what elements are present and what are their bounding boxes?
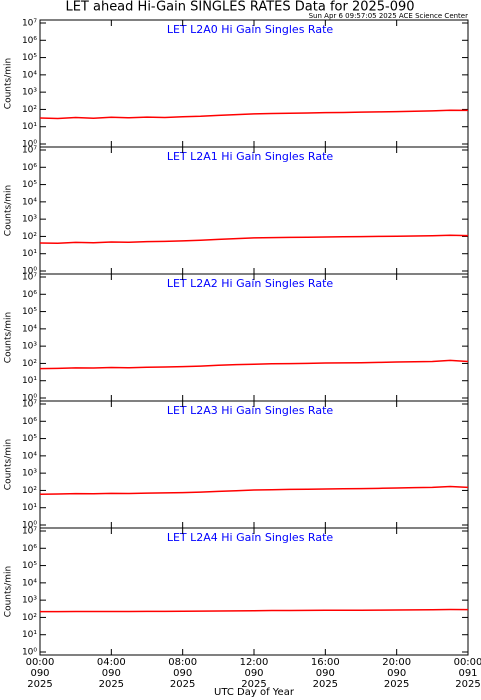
plot-frame bbox=[39, 527, 469, 656]
y-tick-label: 10³ bbox=[22, 469, 37, 479]
x-tick-label: 08:00 090 2025 bbox=[168, 657, 198, 690]
x-tick-label: 12:00 090 2025 bbox=[239, 657, 269, 690]
y-axis-label: Counts/min bbox=[4, 439, 14, 490]
y-tick-label: 10¹ bbox=[22, 630, 37, 640]
y-tick-label: 10⁵ bbox=[22, 434, 37, 444]
x-tick-label: 00:00 090 2025 bbox=[25, 657, 55, 690]
subtitle: Sun Apr 6 09:57:05 2025 ACE Science Cent… bbox=[309, 12, 469, 20]
y-tick-label: 10² bbox=[22, 359, 37, 369]
plot-frame bbox=[39, 273, 469, 402]
y-tick-label: 10⁵ bbox=[22, 307, 37, 317]
y-tick-label: 10⁷ bbox=[22, 527, 37, 537]
y-tick-label: 10⁴ bbox=[22, 451, 37, 461]
y-tick-label: 10² bbox=[22, 232, 37, 242]
y-tick-label: 10⁷ bbox=[22, 19, 37, 29]
y-tick-label: 10⁶ bbox=[22, 290, 37, 300]
y-tick-label: 10⁰ bbox=[22, 394, 37, 404]
plot-frame bbox=[39, 19, 469, 148]
y-tick-label: 10³ bbox=[22, 88, 37, 98]
y-tick-label: 10⁶ bbox=[22, 417, 37, 427]
y-tick-label: 10⁵ bbox=[22, 180, 37, 190]
y-tick-label: 10⁴ bbox=[22, 70, 37, 80]
y-tick-label: 10⁷ bbox=[22, 146, 37, 156]
y-tick-label: 10¹ bbox=[22, 376, 37, 386]
y-tick-label: 10¹ bbox=[22, 122, 37, 132]
y-axis-label: Counts/min bbox=[4, 312, 14, 363]
y-axis-label: Counts/min bbox=[4, 58, 14, 109]
y-tick-label: 10² bbox=[22, 105, 37, 115]
y-tick-label: 10⁰ bbox=[22, 140, 37, 150]
y-tick-label: 10³ bbox=[22, 215, 37, 225]
y-tick-label: 10⁶ bbox=[22, 36, 37, 46]
y-tick-label: 10⁵ bbox=[22, 53, 37, 63]
data-line bbox=[39, 608, 469, 613]
data-line bbox=[39, 234, 469, 245]
y-tick-label: 10¹ bbox=[22, 503, 37, 513]
data-line bbox=[39, 359, 469, 370]
x-axis-label: UTC Day of Year bbox=[214, 687, 295, 698]
y-tick-label: 10² bbox=[22, 486, 37, 496]
y-tick-label: 10² bbox=[22, 613, 37, 623]
y-tick-label: 10⁴ bbox=[22, 324, 37, 334]
panel-title: LET L2A0 Hi Gain Singles Rate bbox=[167, 23, 334, 36]
panel-title: LET L2A1 Hi Gain Singles Rate bbox=[167, 150, 334, 163]
y-tick-label: 10⁷ bbox=[22, 400, 37, 410]
panel-title: LET L2A2 Hi Gain Singles Rate bbox=[167, 277, 334, 290]
y-axis-label: Counts/min bbox=[4, 566, 14, 617]
y-tick-label: 10⁴ bbox=[22, 578, 37, 588]
plot-frame bbox=[39, 146, 469, 275]
y-tick-label: 10⁰ bbox=[22, 648, 37, 658]
x-tick-label: 20:00 090 2025 bbox=[382, 657, 412, 690]
y-tick-label: 10⁷ bbox=[22, 273, 37, 283]
data-line bbox=[39, 109, 469, 120]
y-tick-label: 10⁵ bbox=[22, 561, 37, 571]
y-tick-label: 10⁰ bbox=[22, 521, 37, 531]
y-tick-label: 10¹ bbox=[22, 249, 37, 259]
main-title: LET ahead Hi-Gain SINGLES RATES Data for… bbox=[65, 0, 414, 15]
plot-frame bbox=[39, 400, 469, 529]
x-tick-label: 04:00 090 2025 bbox=[96, 657, 126, 690]
y-tick-label: 10⁴ bbox=[22, 197, 37, 207]
panel-title: LET L2A3 Hi Gain Singles Rate bbox=[167, 404, 334, 417]
panel-title: LET L2A4 Hi Gain Singles Rate bbox=[167, 531, 334, 544]
y-tick-label: 10⁰ bbox=[22, 267, 37, 277]
y-axis-label: Counts/min bbox=[4, 185, 14, 236]
x-tick-label: 00:00 091 2025 bbox=[453, 657, 481, 690]
x-tick-label: 16:00 090 2025 bbox=[310, 657, 340, 690]
data-line bbox=[39, 485, 469, 496]
y-tick-label: 10³ bbox=[22, 342, 37, 352]
y-tick-label: 10⁶ bbox=[22, 163, 37, 173]
y-tick-label: 10⁶ bbox=[22, 544, 37, 554]
y-tick-label: 10³ bbox=[22, 596, 37, 606]
